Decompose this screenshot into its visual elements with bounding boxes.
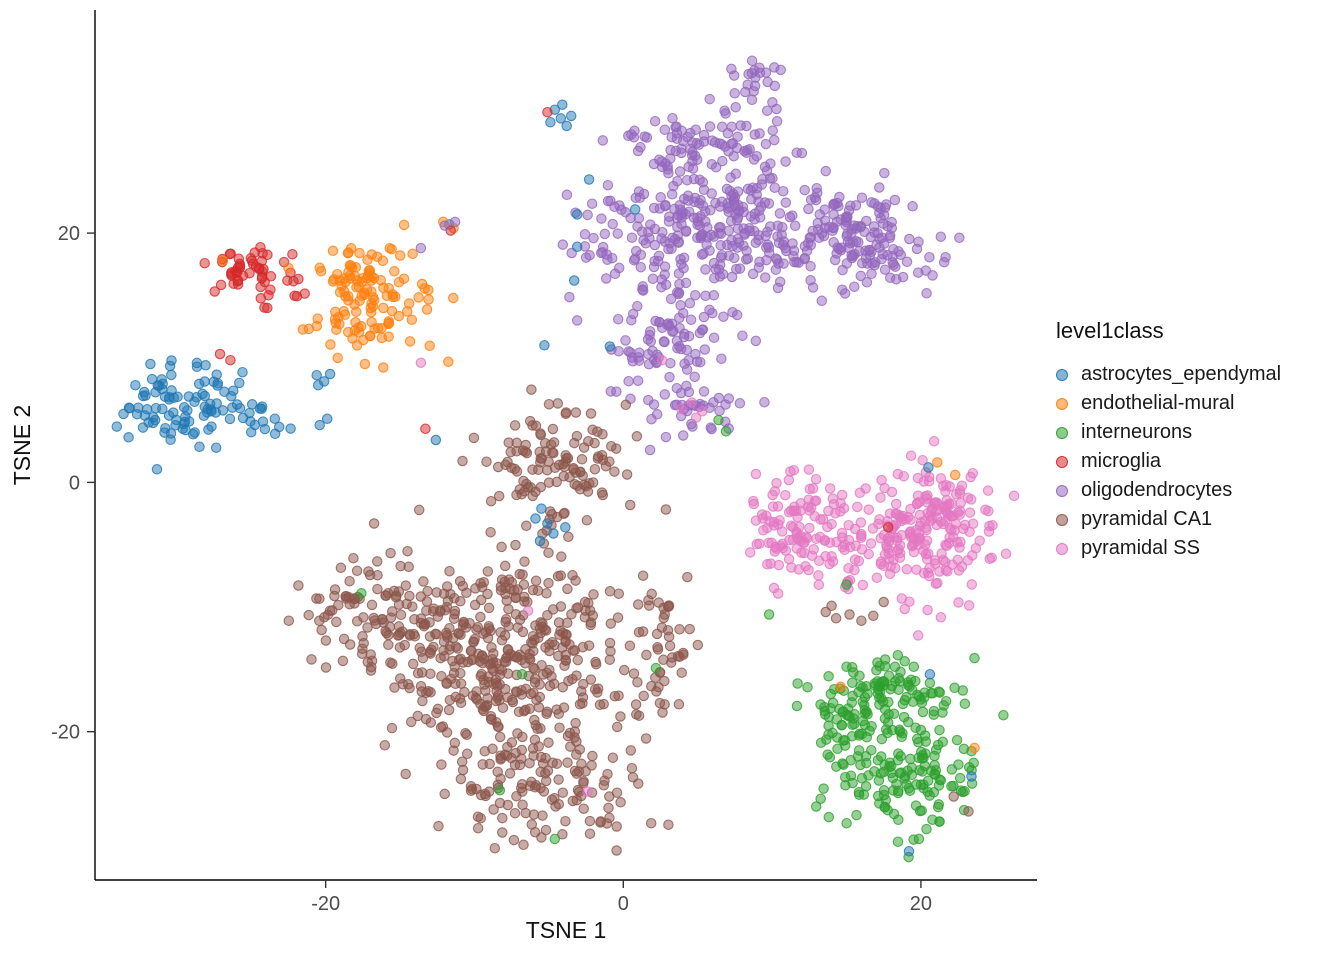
- legend-dot: [1056, 368, 1068, 381]
- x-axis-title: TSNE 1: [526, 917, 607, 943]
- legend-label: pyramidal SS: [1081, 537, 1200, 559]
- series-strays-pyramidal-SS: [415, 354, 708, 797]
- legend-item-oligodendrocytes: oligodendrocytes: [1056, 476, 1281, 505]
- x-tick-label: 20: [910, 893, 932, 915]
- scatter-points-layer: [111, 55, 1020, 863]
- legend-item-interneurons: interneurons: [1056, 418, 1281, 447]
- legend-item-endothelial-mural: endothelial-mural: [1056, 389, 1281, 418]
- legend-label: microglia: [1081, 450, 1162, 472]
- series-astrocytes_ependymal: [111, 355, 296, 475]
- series-strays-interneurons: [356, 414, 980, 845]
- legend-item-pyramidal-CA1: pyramidal CA1: [1056, 505, 1281, 534]
- series-strays-pyramidal-CA1: [682, 571, 974, 817]
- y-tick-label: 20: [58, 223, 80, 245]
- y-tick-label: 0: [69, 472, 80, 494]
- series-pyramidal-CA1: [283, 384, 704, 856]
- series-microglia: [199, 241, 310, 314]
- legend-dot: [1056, 484, 1068, 497]
- axes-layer: -20 0 20 -20 0 20 TSNE 1 TSNE 2: [9, 10, 1037, 943]
- x-tick-label: -20: [311, 893, 340, 915]
- legend-item-astrocytes_ependymal: astrocytes_ependymal: [1056, 360, 1281, 389]
- legend-label: interneurons: [1081, 421, 1193, 443]
- legend-dot: [1056, 542, 1068, 555]
- series-strays-oligodendrocytes: [415, 216, 656, 456]
- legend-items: astrocytes_ependymal endothelial-mural int…: [1056, 360, 1281, 563]
- y-axis-title: TSNE 2: [9, 405, 35, 486]
- legend: level1class astrocytes_ependymal endothel…: [1056, 318, 1281, 563]
- series-pyramidal-SS: [744, 436, 1020, 641]
- legend-item-pyramidal-SS: pyramidal SS: [1056, 534, 1281, 563]
- legend-dot: [1056, 426, 1068, 439]
- legend-dot: [1056, 513, 1068, 526]
- legend-label: endothelial-mural: [1081, 392, 1235, 414]
- legend-dot: [1056, 455, 1068, 468]
- legend-title: level1class: [1056, 318, 1164, 343]
- legend-item-microglia: microglia: [1056, 447, 1281, 476]
- series-endothelial-mural: [297, 219, 459, 373]
- legend-label: pyramidal CA1: [1081, 508, 1213, 530]
- y-tick-label: -20: [51, 722, 80, 744]
- series-oligodendrocytes: [557, 55, 965, 443]
- legend-dot: [1056, 397, 1068, 410]
- legend-label: oligodendrocytes: [1081, 479, 1233, 501]
- legend-label: astrocytes_ependymal: [1081, 363, 1282, 385]
- x-tick-label: 0: [618, 893, 629, 915]
- ticks-layer: -20 0 20 -20 0 20: [51, 223, 932, 915]
- series-interneurons: [791, 649, 1009, 863]
